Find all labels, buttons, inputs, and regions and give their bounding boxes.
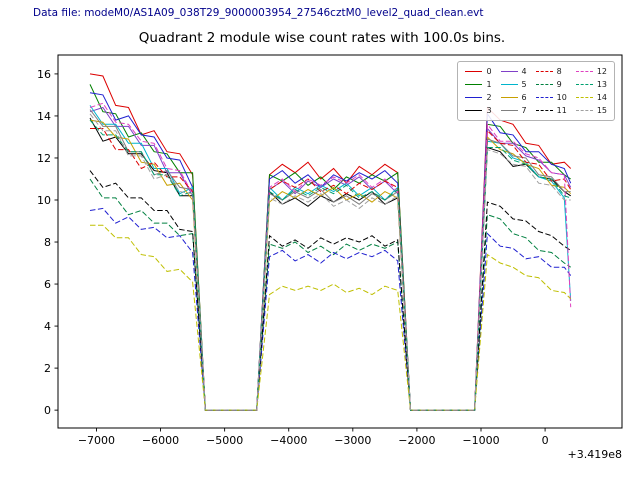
legend-entry-11: 11 xyxy=(535,105,567,116)
y-tick-label: 14 xyxy=(37,110,51,123)
legend-column: 12 13 14 15 xyxy=(575,66,607,116)
legend-line-sample xyxy=(535,84,553,85)
x-tick-label: −5000 xyxy=(206,434,243,447)
series-line-14 xyxy=(90,224,572,411)
legend-entry-10: 10 xyxy=(535,92,567,103)
legend-line-sample xyxy=(575,84,593,85)
legend-label: 1 xyxy=(486,80,492,89)
legend-line-sample xyxy=(465,84,483,85)
legend-line-sample xyxy=(465,97,483,98)
legend-line-sample xyxy=(500,84,518,85)
legend-entry-2: 2 xyxy=(465,92,492,103)
series-line-9 xyxy=(89,178,571,411)
series-line-10 xyxy=(89,207,572,411)
y-tick-label: 16 xyxy=(37,68,51,81)
x-tick-label: −1000 xyxy=(462,434,499,447)
legend-entry-14: 14 xyxy=(575,92,607,103)
legend-line-sample xyxy=(575,97,593,98)
legend-label: 9 xyxy=(556,80,562,89)
x-tick-label: −6000 xyxy=(142,434,179,447)
chart-title: Quadrant 2 module wise count rates with … xyxy=(138,30,506,46)
legend-label: 14 xyxy=(596,93,607,102)
legend-line-sample xyxy=(465,71,483,72)
legend-label: 8 xyxy=(556,67,562,76)
y-tick-label: 6 xyxy=(44,278,51,291)
legend-entry-4: 4 xyxy=(500,66,527,77)
x-tick-label: −3000 xyxy=(334,434,371,447)
x-tick-label: 0 xyxy=(542,434,549,447)
legend-entry-8: 8 xyxy=(535,66,567,77)
legend-entry-6: 6 xyxy=(500,92,527,103)
x-axis-offset-label: +3.419e8 xyxy=(567,448,622,461)
y-tick-label: 2 xyxy=(44,362,51,375)
legend-line-sample xyxy=(575,110,593,111)
axes-frame xyxy=(57,54,623,429)
legend-line-sample xyxy=(535,97,553,98)
legend-label: 11 xyxy=(556,106,567,115)
y-tick-label: 0 xyxy=(44,404,51,417)
series-line-11 xyxy=(89,170,571,411)
legend-label: 0 xyxy=(486,67,492,76)
legend: 0 1 2 3 4 5 6 7 8 9 10 11 12 13 14 15 xyxy=(457,61,615,121)
legend-column: 0 1 2 3 xyxy=(465,66,492,116)
legend-line-sample xyxy=(465,110,483,111)
legend-label: 7 xyxy=(521,106,527,115)
x-tick-label: −7000 xyxy=(78,434,115,447)
legend-line-sample xyxy=(500,110,518,111)
legend-label: 15 xyxy=(596,106,607,115)
y-tick-label: 12 xyxy=(37,152,51,165)
legend-label: 2 xyxy=(486,93,492,102)
series-line-6 xyxy=(89,119,572,411)
data-file-label: Data file: modeM0/AS1A09_038T29_90000039… xyxy=(33,7,484,19)
legend-line-sample xyxy=(535,71,553,72)
legend-entry-1: 1 xyxy=(465,79,492,90)
legend-line-sample xyxy=(500,97,518,98)
legend-label: 10 xyxy=(556,93,567,102)
y-tick-label: 8 xyxy=(44,236,51,249)
legend-entry-5: 5 xyxy=(500,79,527,90)
legend-label: 6 xyxy=(521,93,527,102)
legend-label: 5 xyxy=(521,80,527,89)
series-line-2 xyxy=(89,92,572,411)
series-line-7 xyxy=(89,109,571,411)
legend-label: 12 xyxy=(596,67,607,76)
legend-line-sample xyxy=(575,71,593,72)
legend-line-sample xyxy=(535,110,553,111)
y-tick-label: 4 xyxy=(44,320,51,333)
x-tick-label: −2000 xyxy=(398,434,435,447)
x-tick-label: −4000 xyxy=(270,434,307,447)
series-line-13 xyxy=(89,119,571,411)
y-tick-label: 10 xyxy=(37,194,51,207)
legend-label: 13 xyxy=(596,80,607,89)
legend-entry-0: 0 xyxy=(465,66,492,77)
legend-column: 4 5 6 7 xyxy=(500,66,527,116)
series-line-12 xyxy=(89,102,572,411)
legend-label: 4 xyxy=(521,67,527,76)
series-line-4 xyxy=(89,106,572,411)
legend-label: 3 xyxy=(486,106,492,115)
legend-entry-3: 3 xyxy=(465,105,492,116)
legend-entry-15: 15 xyxy=(575,105,607,116)
legend-line-sample xyxy=(500,71,518,72)
legend-entry-12: 12 xyxy=(575,66,607,77)
legend-entry-13: 13 xyxy=(575,79,607,90)
legend-entry-9: 9 xyxy=(535,79,567,90)
series-line-15 xyxy=(89,113,571,411)
series-line-8 xyxy=(90,128,572,411)
legend-entry-7: 7 xyxy=(500,105,527,116)
legend-column: 8 9 10 11 xyxy=(535,66,567,116)
